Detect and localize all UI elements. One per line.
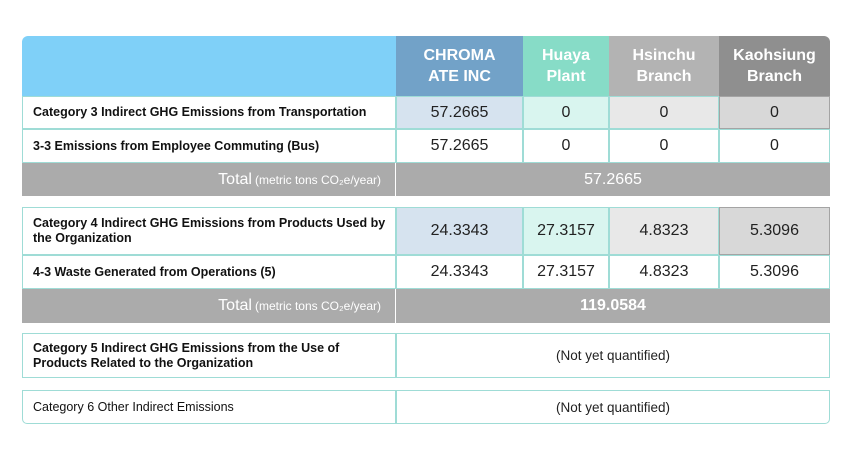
header-chroma: CHROMA ATE INC [396, 36, 523, 96]
category3-total-label: Total (metric tons CO₂e/year) [22, 163, 396, 196]
category3-sub-value-chroma: 57.2665 [396, 129, 523, 163]
category3-total-value: 57.2665 [396, 163, 830, 196]
category4-sub-value-huaya: 27.3157 [523, 255, 609, 289]
total-label-text: Total [218, 297, 252, 314]
category4-sub-value-hsinchu: 4.8323 [609, 255, 719, 289]
category3-title: Category 3 Indirect GHG Emissions from T… [22, 96, 396, 129]
category4-title: Category 4 Indirect GHG Emissions from P… [22, 207, 396, 255]
category5-value: (Not yet quantified) [396, 333, 830, 378]
category3-sub-label: 3-3 Emissions from Employee Commuting (B… [22, 129, 396, 163]
category3-value-hsinchu: 0 [609, 96, 719, 129]
category3-sub-value-huaya: 0 [523, 129, 609, 163]
category3-sub-value-hsinchu: 0 [609, 129, 719, 163]
category5-title: Category 5 Indirect GHG Emissions from t… [22, 333, 396, 378]
category6-value: (Not yet quantified) [396, 390, 830, 424]
category4-value-chroma: 24.3343 [396, 207, 523, 255]
total-unit-text: (metric tons CO₂e/year) [254, 299, 381, 313]
category4-sub-label: 4-3 Waste Generated from Operations (5) [22, 255, 396, 289]
total-label-text: Total [218, 170, 252, 188]
header-hsinchu: Hsinchu Branch [609, 36, 719, 96]
header-huaya: Huaya Plant [523, 36, 609, 96]
category6-title: Category 6 Other Indirect Emissions [22, 390, 396, 424]
header-kaohsiung: Kaohsiung Branch [719, 36, 830, 96]
category3-value-kaohsiung: 0 [719, 96, 830, 129]
total-unit-text: (metric tons CO₂e/year) [254, 172, 381, 187]
category4-total-value: 119.0584 [396, 289, 830, 323]
category3-value-chroma: 57.2665 [396, 96, 523, 129]
category4-sub-value-kaohsiung: 5.3096 [719, 255, 830, 289]
category4-total-label: Total (metric tons CO₂e/year) [22, 289, 396, 323]
category3-value-huaya: 0 [523, 96, 609, 129]
category4-sub-value-chroma: 24.3343 [396, 255, 523, 289]
category3-sub-value-kaohsiung: 0 [719, 129, 830, 163]
category4-value-hsinchu: 4.8323 [609, 207, 719, 255]
category4-value-kaohsiung: 5.3096 [719, 207, 830, 255]
header-label-cell [22, 36, 396, 96]
category4-value-huaya: 27.3157 [523, 207, 609, 255]
